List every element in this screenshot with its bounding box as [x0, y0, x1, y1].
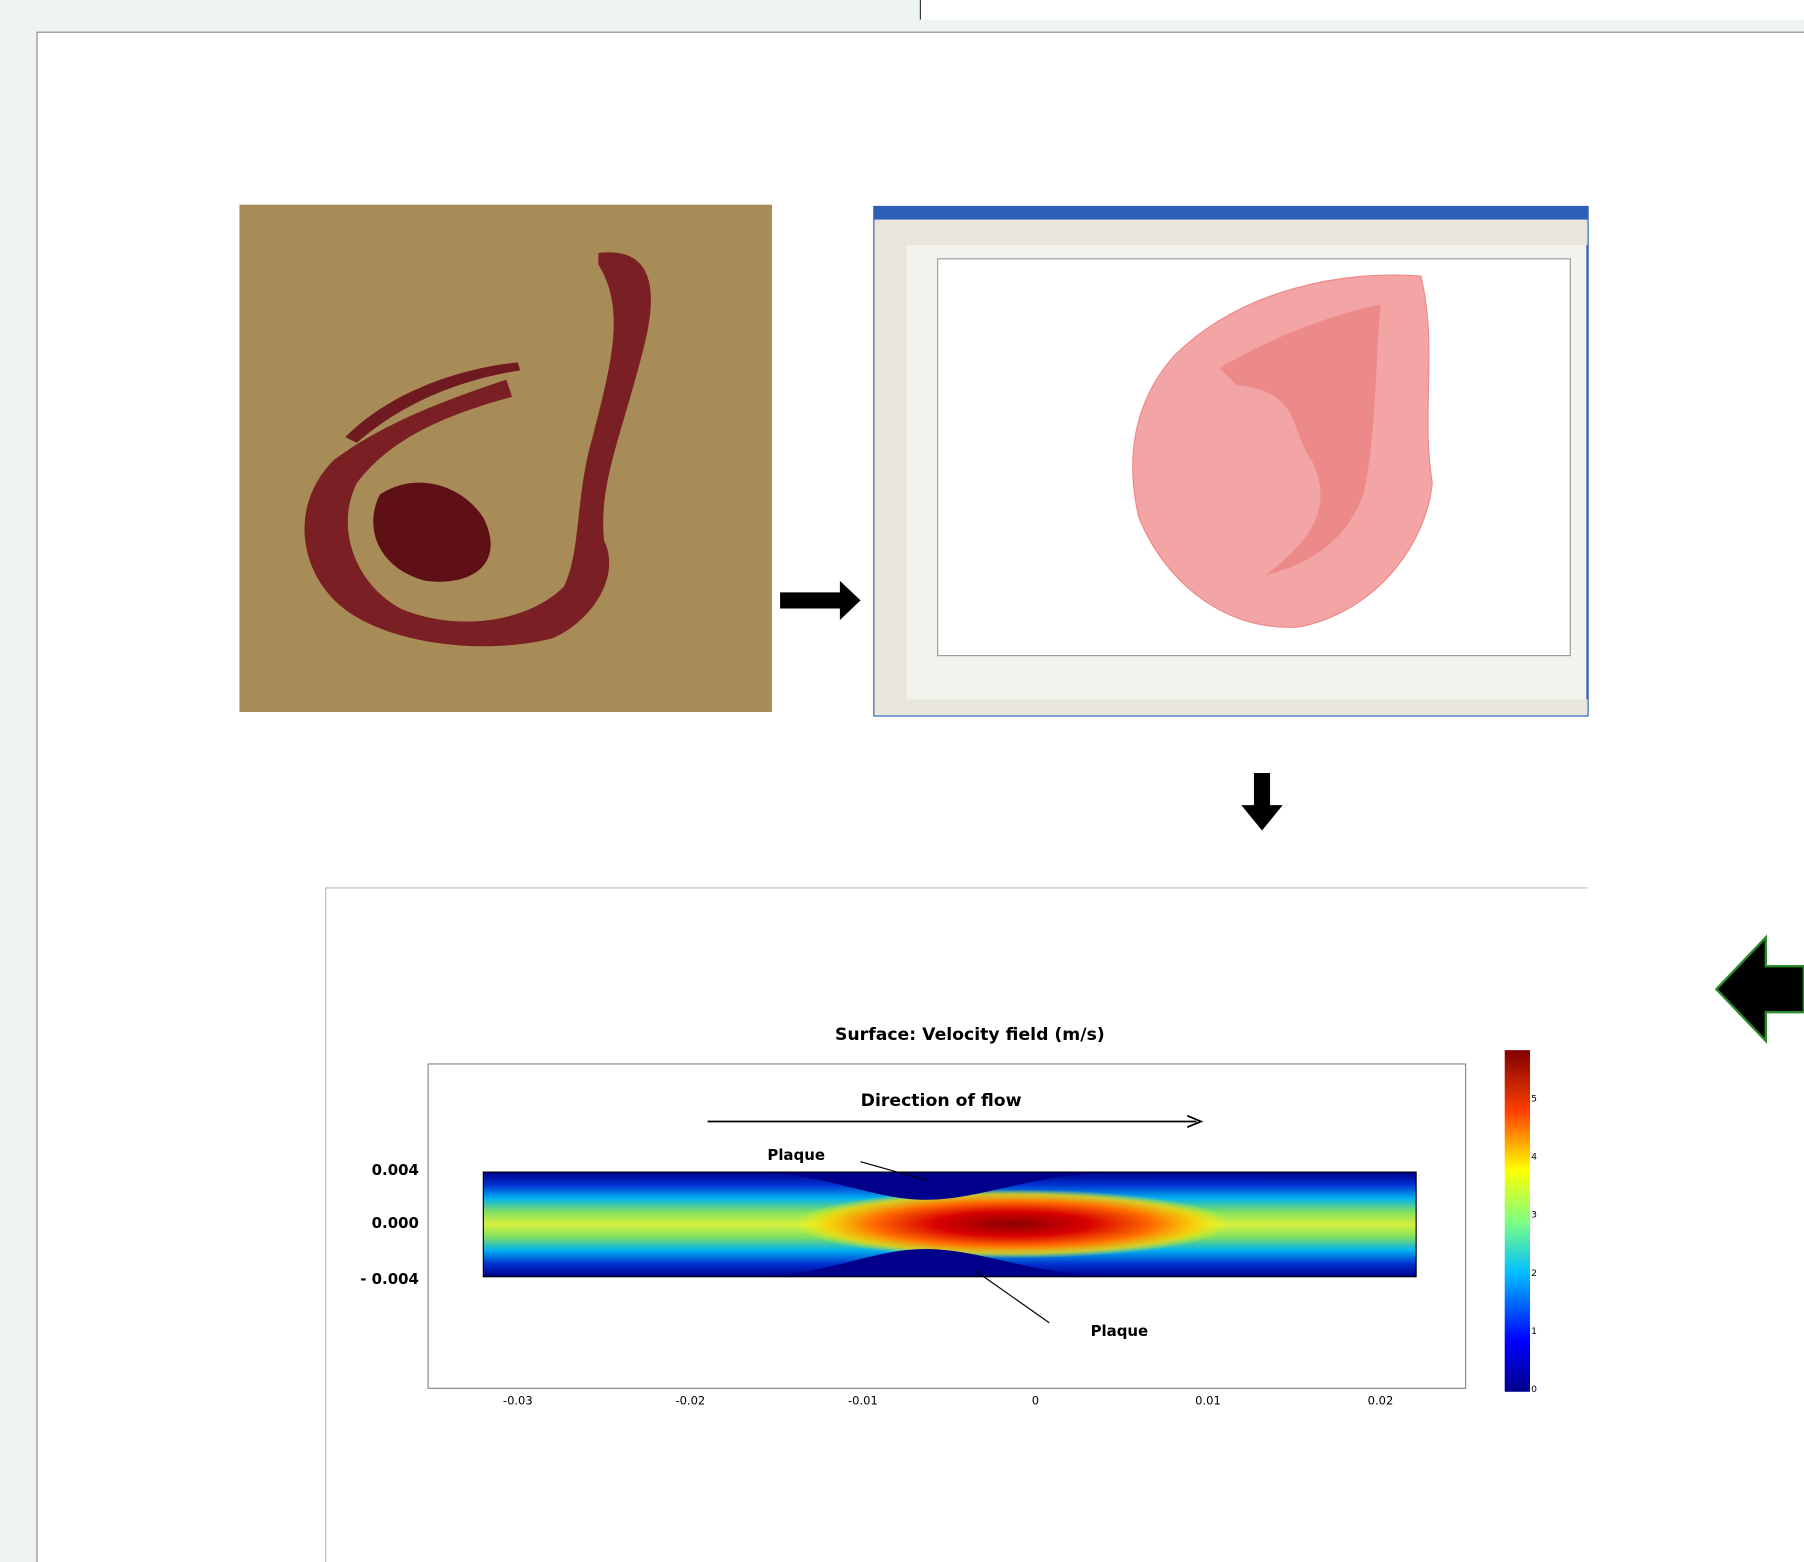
x-tick-label: -0.01 — [848, 1393, 878, 1407]
software-screenshot — [874, 207, 1587, 715]
x-tick-label: 0.01 — [1195, 1393, 1221, 1407]
plot-title: Surface: Velocity field (m/s) — [835, 1025, 1105, 1045]
y-tick-label: - 0.004 — [360, 1270, 419, 1288]
plaque-label: Plaque — [1091, 1322, 1149, 1340]
y-tick-label: 0.004 — [372, 1161, 419, 1179]
colorbar — [1505, 1050, 1530, 1392]
y-tick-label: 0.000 — [372, 1214, 419, 1232]
velocity-field — [483, 1172, 1416, 1277]
colorbar-label: 2 — [1531, 1268, 1537, 1279]
colorbar-label: 3 — [1531, 1210, 1537, 1221]
plaque-label: Plaque — [767, 1146, 825, 1164]
page: {"figure": {"plot": {"title": "Surface: … — [0, 0, 1804, 1562]
flow-annotation: Direction of flow — [861, 1091, 1022, 1111]
colorbar-label: 4 — [1531, 1152, 1537, 1163]
x-tick-label: -0.03 — [503, 1393, 533, 1407]
colorbar-label: 5 — [1531, 1094, 1537, 1105]
histology-image — [239, 205, 772, 712]
x-tick-label: 0 — [1032, 1393, 1039, 1407]
colorbar-label: 1 — [1531, 1326, 1537, 1337]
colorbar-label: 0 — [1531, 1384, 1537, 1395]
x-tick-label: -0.02 — [675, 1393, 705, 1407]
x-tick-label: 0.02 — [1368, 1393, 1394, 1407]
figure-viewer: Surface: Velocity field (m/s) Direction … — [0, 0, 1804, 1562]
top-box — [920, 0, 1803, 20]
